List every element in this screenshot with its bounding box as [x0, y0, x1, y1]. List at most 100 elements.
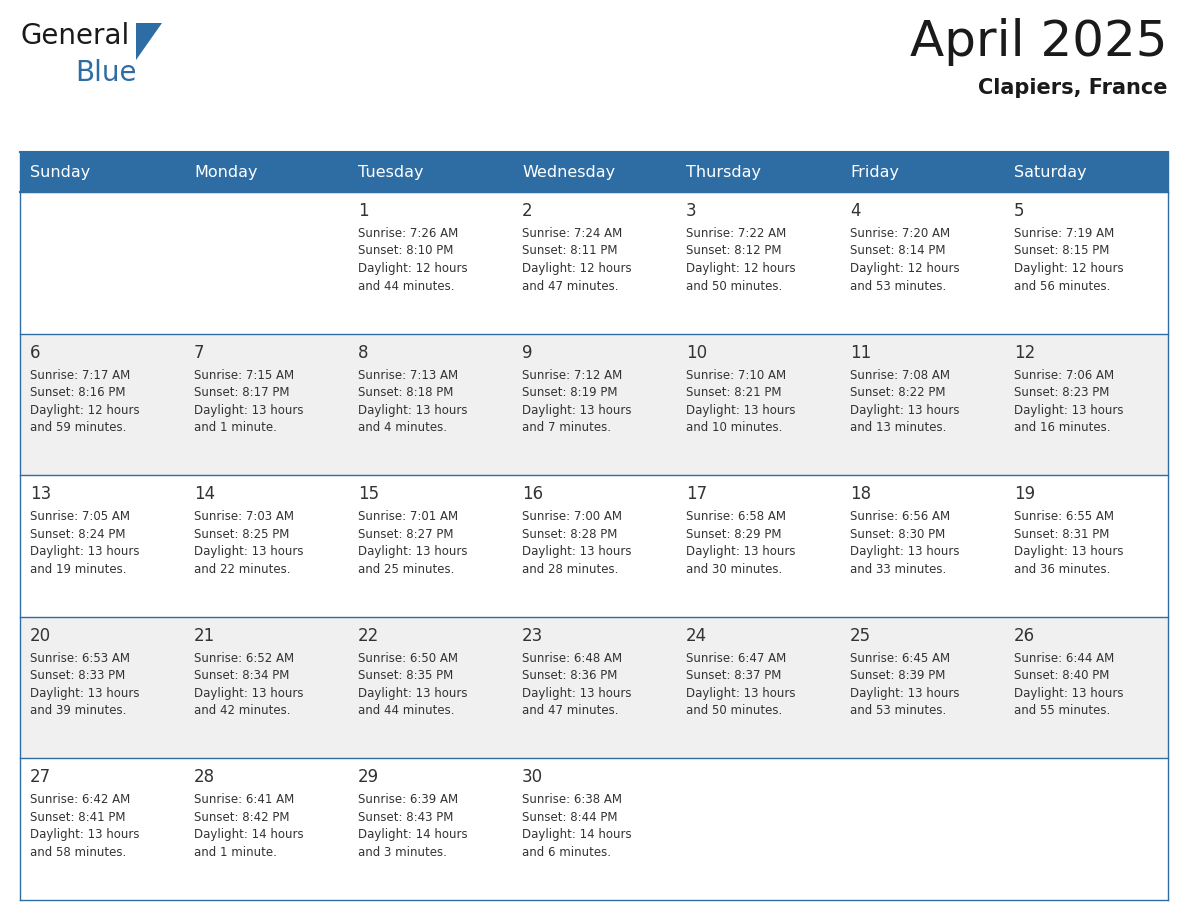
Text: 19: 19 [1015, 486, 1035, 503]
Bar [20, 333, 1168, 476]
Text: Daylight: 12 hours: Daylight: 12 hours [685, 262, 796, 275]
Text: 26: 26 [1015, 627, 1035, 644]
Text: Daylight: 13 hours: Daylight: 13 hours [194, 687, 303, 700]
Text: and 56 minutes.: and 56 minutes. [1015, 279, 1111, 293]
Text: Daylight: 13 hours: Daylight: 13 hours [522, 687, 632, 700]
Text: Sunrise: 7:26 AM: Sunrise: 7:26 AM [358, 227, 459, 240]
Text: and 47 minutes.: and 47 minutes. [522, 279, 619, 293]
Bar [512, 152, 676, 192]
Text: Sunset: 8:18 PM: Sunset: 8:18 PM [358, 386, 454, 399]
Text: Sunset: 8:34 PM: Sunset: 8:34 PM [194, 669, 290, 682]
Text: Sunset: 8:22 PM: Sunset: 8:22 PM [849, 386, 946, 399]
Text: Sunset: 8:11 PM: Sunset: 8:11 PM [522, 244, 618, 258]
Text: Sunset: 8:33 PM: Sunset: 8:33 PM [30, 669, 125, 682]
Text: 15: 15 [358, 486, 379, 503]
Text: Blue: Blue [75, 59, 137, 87]
Text: Sunset: 8:19 PM: Sunset: 8:19 PM [522, 386, 618, 399]
Text: Sunset: 8:23 PM: Sunset: 8:23 PM [1015, 386, 1110, 399]
Text: Daylight: 13 hours: Daylight: 13 hours [1015, 687, 1124, 700]
Text: 4: 4 [849, 202, 860, 220]
Text: and 39 minutes.: and 39 minutes. [30, 704, 126, 717]
Text: Sunset: 8:37 PM: Sunset: 8:37 PM [685, 669, 782, 682]
Text: Sunrise: 6:48 AM: Sunrise: 6:48 AM [522, 652, 623, 665]
Text: Sunrise: 6:39 AM: Sunrise: 6:39 AM [358, 793, 459, 806]
Text: and 3 minutes.: and 3 minutes. [358, 845, 447, 859]
Text: Sunrise: 7:01 AM: Sunrise: 7:01 AM [358, 510, 459, 523]
Text: Thursday: Thursday [685, 164, 762, 180]
Text: 22: 22 [358, 627, 379, 644]
Text: Daylight: 13 hours: Daylight: 13 hours [522, 404, 632, 417]
Text: Daylight: 13 hours: Daylight: 13 hours [30, 828, 139, 842]
Text: Sunrise: 7:13 AM: Sunrise: 7:13 AM [358, 369, 459, 382]
Polygon shape [135, 23, 162, 60]
Text: Sunrise: 6:47 AM: Sunrise: 6:47 AM [685, 652, 786, 665]
Text: 8: 8 [358, 343, 368, 362]
Text: 7: 7 [194, 343, 204, 362]
Text: and 58 minutes.: and 58 minutes. [30, 845, 126, 859]
Text: 10: 10 [685, 343, 707, 362]
Text: Sunset: 8:43 PM: Sunset: 8:43 PM [358, 811, 454, 823]
Text: Sunset: 8:41 PM: Sunset: 8:41 PM [30, 811, 126, 823]
Text: and 36 minutes.: and 36 minutes. [1015, 563, 1111, 576]
Text: Sunset: 8:14 PM: Sunset: 8:14 PM [849, 244, 946, 258]
Text: 17: 17 [685, 486, 707, 503]
Text: Sunrise: 6:45 AM: Sunrise: 6:45 AM [849, 652, 950, 665]
Text: 20: 20 [30, 627, 51, 644]
Text: Sunset: 8:36 PM: Sunset: 8:36 PM [522, 669, 618, 682]
Text: Sunrise: 7:00 AM: Sunrise: 7:00 AM [522, 510, 623, 523]
Text: and 44 minutes.: and 44 minutes. [358, 279, 455, 293]
Text: Sunset: 8:25 PM: Sunset: 8:25 PM [194, 528, 290, 541]
Text: and 53 minutes.: and 53 minutes. [849, 279, 947, 293]
Text: and 30 minutes.: and 30 minutes. [685, 563, 782, 576]
Text: 28: 28 [194, 768, 215, 787]
Text: 11: 11 [849, 343, 871, 362]
Text: 5: 5 [1015, 202, 1024, 220]
Text: Daylight: 12 hours: Daylight: 12 hours [358, 262, 468, 275]
Text: 29: 29 [358, 768, 379, 787]
Text: Sunrise: 6:41 AM: Sunrise: 6:41 AM [194, 793, 295, 806]
Text: 6: 6 [30, 343, 40, 362]
Text: Sunrise: 6:44 AM: Sunrise: 6:44 AM [1015, 652, 1114, 665]
Text: 12: 12 [1015, 343, 1035, 362]
Text: Daylight: 12 hours: Daylight: 12 hours [849, 262, 960, 275]
Text: and 44 minutes.: and 44 minutes. [358, 704, 455, 717]
Text: 25: 25 [849, 627, 871, 644]
Text: Sunrise: 7:05 AM: Sunrise: 7:05 AM [30, 510, 129, 523]
Text: 30: 30 [522, 768, 543, 787]
Bar [840, 152, 1004, 192]
Text: Sunrise: 7:12 AM: Sunrise: 7:12 AM [522, 369, 623, 382]
Text: and 1 minute.: and 1 minute. [194, 421, 277, 434]
Text: and 13 minutes.: and 13 minutes. [849, 421, 947, 434]
Text: Sunrise: 6:53 AM: Sunrise: 6:53 AM [30, 652, 129, 665]
Text: General: General [20, 22, 129, 50]
Text: Daylight: 13 hours: Daylight: 13 hours [1015, 545, 1124, 558]
Text: Sunrise: 6:38 AM: Sunrise: 6:38 AM [522, 793, 623, 806]
Text: Sunrise: 7:24 AM: Sunrise: 7:24 AM [522, 227, 623, 240]
Text: Sunset: 8:28 PM: Sunset: 8:28 PM [522, 528, 618, 541]
Text: and 59 minutes.: and 59 minutes. [30, 421, 126, 434]
Bar [676, 152, 840, 192]
Text: Sunset: 8:40 PM: Sunset: 8:40 PM [1015, 669, 1110, 682]
Text: Daylight: 14 hours: Daylight: 14 hours [194, 828, 304, 842]
Text: and 4 minutes.: and 4 minutes. [358, 421, 447, 434]
Text: and 6 minutes.: and 6 minutes. [522, 845, 611, 859]
Text: Sunset: 8:15 PM: Sunset: 8:15 PM [1015, 244, 1110, 258]
Text: Sunday: Sunday [30, 164, 90, 180]
Text: Sunset: 8:10 PM: Sunset: 8:10 PM [358, 244, 454, 258]
Text: Daylight: 13 hours: Daylight: 13 hours [685, 404, 796, 417]
Text: Daylight: 13 hours: Daylight: 13 hours [30, 687, 139, 700]
Text: 13: 13 [30, 486, 51, 503]
Text: 3: 3 [685, 202, 696, 220]
Text: Sunset: 8:21 PM: Sunset: 8:21 PM [685, 386, 782, 399]
Text: Sunrise: 6:52 AM: Sunrise: 6:52 AM [194, 652, 295, 665]
Text: 27: 27 [30, 768, 51, 787]
Text: Monday: Monday [194, 164, 258, 180]
Text: Sunset: 8:31 PM: Sunset: 8:31 PM [1015, 528, 1110, 541]
Text: Saturday: Saturday [1015, 164, 1087, 180]
Text: Daylight: 13 hours: Daylight: 13 hours [849, 545, 960, 558]
Text: Daylight: 12 hours: Daylight: 12 hours [30, 404, 140, 417]
Text: Daylight: 13 hours: Daylight: 13 hours [358, 545, 468, 558]
Text: and 16 minutes.: and 16 minutes. [1015, 421, 1111, 434]
Text: 2: 2 [522, 202, 532, 220]
Text: 24: 24 [685, 627, 707, 644]
